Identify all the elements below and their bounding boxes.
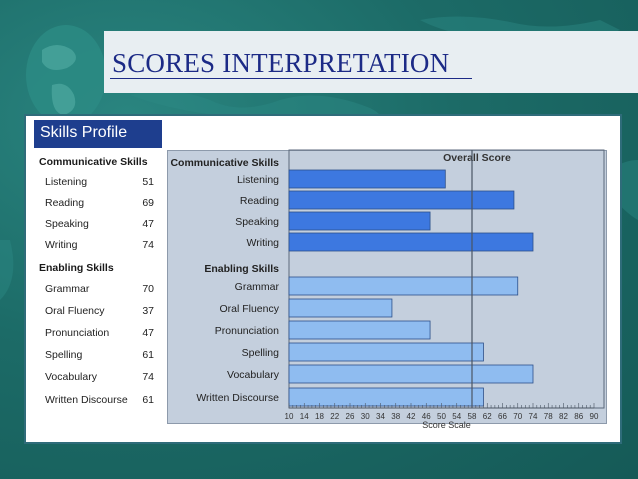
skill-score: 37 xyxy=(142,305,154,317)
x-tick-label: 50 xyxy=(437,412,446,421)
x-tick-label: 38 xyxy=(391,412,400,421)
skill-score: 74 xyxy=(142,371,154,383)
bar xyxy=(288,364,534,384)
x-tick-label: 14 xyxy=(300,412,309,421)
x-tick-label: 82 xyxy=(559,412,568,421)
panel-title: Skills Profile xyxy=(40,124,128,141)
x-tick-label: 66 xyxy=(498,412,507,421)
skill-score: 61 xyxy=(142,394,154,406)
x-tick-label: 58 xyxy=(468,412,477,421)
x-tick-label: 26 xyxy=(346,412,355,421)
bar xyxy=(288,169,446,189)
bar xyxy=(288,232,534,252)
skill-label: Oral Fluency xyxy=(45,305,105,317)
title-bar xyxy=(104,31,638,93)
x-tick-label: 18 xyxy=(315,412,324,421)
title-underline xyxy=(110,78,472,79)
category-label: Pronunciation xyxy=(215,325,279,337)
globe-icon xyxy=(26,25,106,125)
group-heading-communicative: Communicative Skills xyxy=(39,156,148,168)
x-tick-label: 78 xyxy=(544,412,553,421)
skill-label: Speaking xyxy=(45,218,89,230)
skill-label: Listening xyxy=(45,176,88,188)
x-axis-label: Score Scale xyxy=(422,420,471,430)
category-label: Reading xyxy=(240,195,279,207)
skill-score: 69 xyxy=(142,197,154,209)
x-tick-label: 34 xyxy=(376,412,385,421)
skill-score: 61 xyxy=(142,349,154,361)
category-label: Grammar xyxy=(235,281,280,293)
category-label: Vocabulary xyxy=(227,369,280,381)
section-heading: Enabling Skills xyxy=(204,263,279,275)
bar xyxy=(288,211,431,231)
category-label: Spelling xyxy=(242,347,280,359)
section-heading: Communicative Skills xyxy=(170,157,279,169)
skill-label: Spelling xyxy=(45,349,83,361)
overall-score-label: Overall Score xyxy=(443,152,511,164)
skill-score: 51 xyxy=(142,176,154,188)
x-tick-label: 42 xyxy=(407,412,416,421)
category-label: Speaking xyxy=(235,216,279,228)
bar xyxy=(288,298,393,318)
panel-header: Skills Profile xyxy=(34,120,162,148)
category-label: Writing xyxy=(247,237,280,249)
skill-score: 47 xyxy=(142,218,154,230)
x-tick-label: 46 xyxy=(422,412,431,421)
group-heading-enabling: Enabling Skills xyxy=(39,262,114,274)
skill-label: Grammar xyxy=(45,283,90,295)
skill-score: 70 xyxy=(142,283,154,295)
skill-score: 47 xyxy=(142,327,154,339)
bar xyxy=(288,320,431,340)
x-tick-label: 10 xyxy=(285,412,294,421)
x-tick-label: 74 xyxy=(529,412,538,421)
skill-score: 74 xyxy=(142,239,154,251)
slide-title: SCORES INTERPRETATION xyxy=(112,48,450,78)
category-label: Listening xyxy=(237,174,279,186)
category-label: Written Discourse xyxy=(196,392,279,404)
category-label: Oral Fluency xyxy=(219,303,279,315)
x-tick-label: 70 xyxy=(513,412,522,421)
skill-label: Written Discourse xyxy=(45,394,128,406)
x-tick-label: 86 xyxy=(574,412,583,421)
skill-label: Writing xyxy=(45,239,78,251)
skill-label: Pronunciation xyxy=(45,327,110,339)
x-tick-label: 54 xyxy=(452,412,461,421)
x-tick-label: 30 xyxy=(361,412,370,421)
x-tick-label: 62 xyxy=(483,412,492,421)
x-tick-label: 22 xyxy=(330,412,339,421)
bar xyxy=(288,190,515,210)
skill-label: Vocabulary xyxy=(45,371,97,383)
bar xyxy=(288,342,484,362)
skill-label: Reading xyxy=(45,197,85,209)
bar xyxy=(288,387,484,407)
x-tick-label: 90 xyxy=(590,412,599,421)
bar xyxy=(288,276,519,296)
